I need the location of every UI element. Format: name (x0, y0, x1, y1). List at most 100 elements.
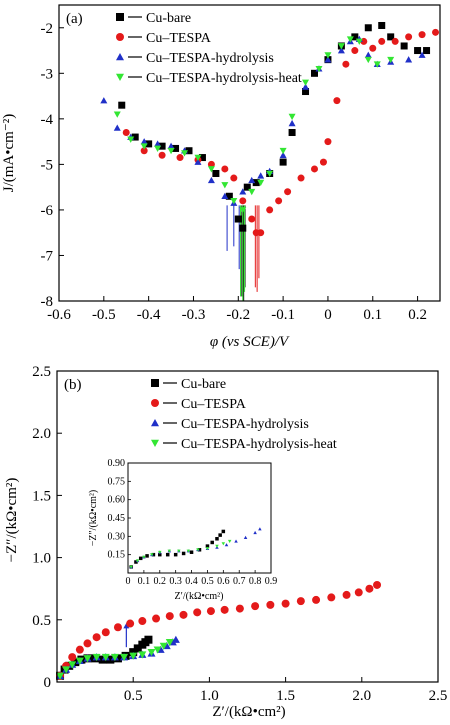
b-point (144, 635, 153, 644)
a-point (302, 83, 310, 90)
panel-a-label: (a) (66, 11, 83, 27)
inset-point (215, 537, 219, 541)
inset-frame (127, 462, 272, 574)
a-legend-marker (116, 73, 124, 81)
inset-x-tick-label: 0.8 (249, 576, 262, 587)
b-legend-label: Cu–TESPA-hydrolysis-heat (181, 437, 337, 452)
inset-point (227, 539, 232, 543)
inset-point (189, 550, 194, 554)
panel-b-x-tick-label: 1.5 (276, 688, 295, 704)
inset-series-3 (129, 539, 232, 569)
panel-b-ticks: 0.5 1.0 1.5 2.0 2.5 0 0.5 1.0 1.5 2.0 2.5 (32, 364, 447, 704)
b-point (101, 628, 110, 637)
a-point (324, 56, 332, 63)
a-point (181, 150, 189, 157)
b-point (179, 610, 188, 619)
panel-b-chart: 0.5 1.0 1.5 2.0 2.5 0 0.5 1.0 1.5 2.0 2.5 (b) Z′/(… (4, 364, 447, 720)
a-legend-marker (116, 33, 124, 41)
inset-x-tick-label: 0.2 (154, 576, 167, 587)
b-point (129, 652, 138, 660)
a-series-4 (113, 36, 395, 214)
b-point (120, 653, 129, 662)
a-point (378, 37, 386, 45)
b-point (113, 623, 122, 632)
a-point (158, 151, 166, 159)
panel-a-x-tick-label: -0.3 (182, 307, 206, 323)
panel-a-y-tick-label: -8 (41, 294, 54, 310)
panel-b-x-tick-label: 2.5 (429, 688, 448, 704)
a-point (248, 215, 256, 223)
b-point (251, 602, 260, 611)
b-point (296, 597, 305, 606)
a-point (324, 138, 332, 146)
b-point (342, 590, 351, 599)
a-point (315, 65, 323, 73)
a-point (288, 119, 296, 127)
b-point (365, 584, 374, 593)
a-point (176, 154, 184, 162)
inset-point (138, 556, 143, 561)
a-point (257, 179, 265, 187)
a-point (239, 207, 247, 214)
a-point (364, 24, 372, 32)
a-point (432, 28, 440, 36)
inset-y-tick-label: 0.15 (108, 550, 126, 561)
inset-point (145, 554, 149, 558)
a-point (373, 61, 381, 68)
panel-b-x-tick-label: 2.0 (352, 688, 371, 704)
inset-point (215, 544, 219, 548)
a-point (140, 138, 148, 145)
inset-point (210, 540, 214, 545)
a-point (351, 47, 359, 55)
b-legend-label: Cu–TESPA-hydrolysis (181, 417, 309, 432)
inset-point (129, 565, 133, 569)
panel-a-frame (58, 4, 441, 302)
a-point (185, 147, 193, 155)
inset-series-1 (129, 529, 226, 569)
a-series-2 (122, 28, 440, 237)
b-point (92, 633, 101, 642)
inset-ticks: 0 0.1 0.2 0.3 0.4 0.5 0.6 0.7 0.8 0.9 0.15 0.30 0.45… (108, 458, 278, 587)
b-point (327, 593, 336, 602)
panel-b-legend: Cu-bare Cu–TESPA Cu–TESPA-hydrolysis Cu–TES… (151, 377, 337, 452)
inset-point (142, 555, 146, 559)
a-point (113, 111, 121, 118)
a-point (391, 37, 399, 45)
b-point (206, 607, 215, 616)
a-point (405, 33, 413, 41)
inset-point (167, 549, 172, 553)
a-point (221, 192, 229, 200)
a-point (387, 33, 395, 41)
b-point (110, 653, 119, 662)
a-point (172, 144, 180, 152)
b-series-4 (56, 638, 174, 680)
panel-a-y-tick-label: -5 (41, 157, 54, 173)
a-point (405, 56, 413, 63)
panel-a-x-axis-label: φ (vs SCE)/V (210, 334, 290, 350)
inset-point (258, 527, 262, 531)
panel-b-y-axis-label: −Z″/(kΩ•cm²) (4, 478, 20, 563)
a-point (248, 188, 256, 196)
b-point (220, 605, 229, 614)
inset-point (253, 530, 257, 535)
a-point (275, 197, 283, 205)
a-point (337, 47, 345, 54)
a-point (302, 88, 310, 96)
panel-a-x-tick-label: -0.1 (271, 307, 295, 323)
a-legend-label: Cu–TESPA (146, 31, 212, 46)
b-point (312, 595, 321, 604)
a-point (369, 44, 377, 52)
a-point (252, 179, 260, 187)
inset-point (150, 553, 154, 557)
a-point (279, 158, 287, 166)
a-point (257, 229, 265, 237)
a-point (302, 79, 310, 86)
inset-point (196, 548, 200, 552)
b-legend-marker (151, 439, 159, 447)
b-point (106, 655, 115, 664)
a-point (400, 42, 408, 50)
b-point (165, 638, 174, 647)
panel-b-y-tick-label: 1.5 (32, 488, 51, 504)
panel-b-y-tick-label: 0 (44, 675, 52, 691)
inset-y-axis-label: −Z″/(kΩ•cm²) (88, 490, 99, 547)
